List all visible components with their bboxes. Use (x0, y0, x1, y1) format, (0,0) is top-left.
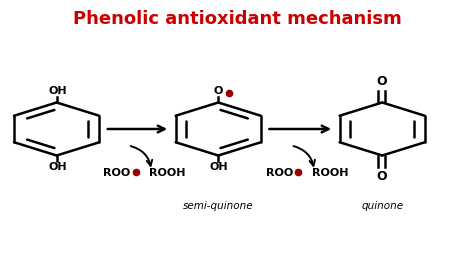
Text: ROOH: ROOH (149, 168, 186, 178)
Text: OH: OH (48, 162, 67, 172)
FancyArrowPatch shape (293, 146, 315, 166)
Text: O: O (214, 86, 223, 96)
Text: ROO: ROO (266, 168, 293, 178)
Text: ROO: ROO (103, 168, 130, 178)
Text: O: O (376, 75, 387, 88)
Text: O: O (376, 170, 387, 183)
Text: Phenolic antioxidant mechanism: Phenolic antioxidant mechanism (73, 10, 401, 28)
Text: OH: OH (210, 162, 228, 172)
Text: quinone: quinone (361, 201, 403, 211)
Text: OH: OH (48, 86, 67, 96)
Text: ROOH: ROOH (312, 168, 348, 178)
FancyArrowPatch shape (131, 146, 152, 166)
Text: semi-quinone: semi-quinone (183, 201, 254, 211)
